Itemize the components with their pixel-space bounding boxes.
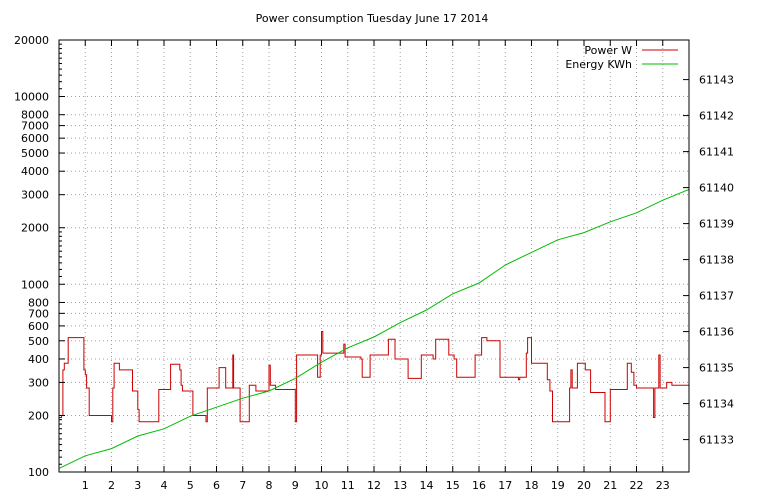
y-tick-label: 200	[28, 409, 49, 422]
x-tick-label: 7	[239, 479, 246, 492]
y-tick-label: 600	[28, 320, 49, 333]
x-tick-label: 13	[393, 479, 407, 492]
x-tick-label: 9	[292, 479, 299, 492]
x-tick-label: 8	[266, 479, 273, 492]
x-tick-label: 22	[630, 479, 644, 492]
x-tick-label: 3	[134, 479, 141, 492]
x-tick-label: 14	[420, 479, 434, 492]
y-tick-label: 1000	[21, 278, 49, 291]
grid	[59, 40, 689, 472]
x-tick-label: 11	[341, 479, 355, 492]
y-tick-label: 5000	[21, 147, 49, 160]
x-tick-label: 21	[603, 479, 617, 492]
y-tick-label: 6000	[21, 132, 49, 145]
y-tick-label: 100	[28, 466, 49, 479]
x-tick-label: 2	[108, 479, 115, 492]
y2-tick-label: 61134	[699, 398, 734, 411]
x-tick-label: 16	[472, 479, 486, 492]
series-line-2	[58, 188, 690, 469]
y-tick-label: 400	[28, 353, 49, 366]
y2-tick-label: 61141	[699, 146, 734, 159]
chart-title: Power consumption Tuesday June 17 2014	[256, 12, 489, 25]
plot-frame	[58, 39, 690, 473]
y2-tick-label: 61135	[699, 362, 734, 375]
x-tick-label: 10	[315, 479, 329, 492]
legend-label-2: Energy KWh	[565, 58, 632, 71]
y2-tick-label: 61136	[699, 326, 734, 339]
y2-tick-label: 61137	[699, 290, 734, 303]
x-tick-label: 15	[446, 479, 460, 492]
x-tick-label: 5	[187, 479, 194, 492]
y-tick-label: 20000	[14, 34, 49, 47]
y-tick-label: 500	[28, 335, 49, 348]
y-tick-label: 8000	[21, 109, 49, 122]
x-tick-label: 23	[656, 479, 670, 492]
series-line-1	[59, 331, 689, 423]
y-tick-label: 10000	[14, 91, 49, 104]
x-tick-label: 4	[161, 479, 168, 492]
y2-tick-label: 61142	[699, 110, 734, 123]
x-tick-label: 6	[213, 479, 220, 492]
y2-tick-label: 61138	[699, 254, 734, 267]
x-tick-label: 19	[551, 479, 565, 492]
x-tick-label: 17	[498, 479, 512, 492]
y-tick-label: 800	[28, 296, 49, 309]
x-tick-label: 20	[577, 479, 591, 492]
x-tick-label: 18	[525, 479, 539, 492]
x-tick-label: 12	[367, 479, 381, 492]
y-tick-label: 2000	[21, 222, 49, 235]
x-tick-label: 1	[82, 479, 89, 492]
y-tick-label: 700	[28, 307, 49, 320]
y-tick-label: 7000	[21, 120, 49, 133]
axes: 1 2 3 4 5 6 7 8 9 10 11 12 13 14 15 16 17 18 19 20 21 22 23100…	[14, 34, 734, 492]
legend-label-1: Power W	[584, 44, 632, 57]
y-tick-label: 3000	[21, 189, 49, 202]
y2-tick-label: 61140	[699, 182, 734, 195]
y2-tick-label: 61143	[699, 74, 734, 87]
y-tick-label: 4000	[21, 165, 49, 178]
y2-tick-label: 61139	[699, 218, 734, 231]
series-layer	[58, 188, 690, 469]
y2-tick-label: 61133	[699, 434, 734, 447]
y-tick-label: 300	[28, 376, 49, 389]
